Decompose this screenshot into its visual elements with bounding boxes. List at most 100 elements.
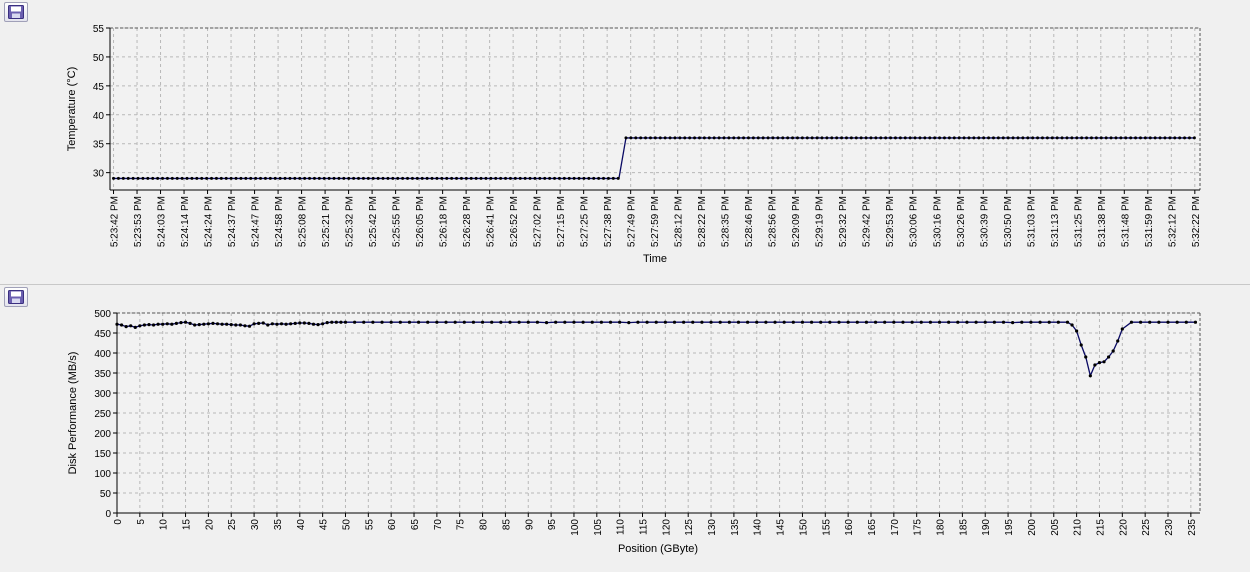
x-tick-label: 95	[547, 519, 558, 531]
disk-performance-data-point	[544, 321, 549, 325]
temperature-data-point	[259, 176, 263, 180]
disk-performance-data-point	[129, 324, 133, 328]
x-tick-label: 135	[730, 519, 741, 536]
disk-performance-data-point	[151, 323, 156, 327]
temperature-data-point	[952, 136, 956, 140]
disk-performance-data-point	[727, 320, 731, 324]
x-tick-label: 5:27:49 PM	[627, 196, 638, 247]
disk-performance-data-point	[1184, 320, 1188, 324]
temperature-data-point	[239, 176, 243, 180]
disk-performance-data-point	[855, 320, 859, 324]
floppy-disk-icon	[8, 5, 24, 19]
disk-performance-data-point	[837, 320, 841, 324]
disk-performance-data-point	[147, 323, 151, 327]
temperature-data-point	[1183, 136, 1187, 140]
temperature-data-point	[908, 136, 912, 140]
disk-performance-data-point	[161, 322, 165, 326]
x-tick-label: 140	[753, 519, 764, 536]
temperature-data-point	[859, 136, 863, 140]
x-tick-label: 5:31:48 PM	[1120, 196, 1131, 247]
temperature-data-point	[577, 176, 581, 180]
temperature-data-point	[602, 176, 606, 180]
save-chart-button[interactable]	[4, 287, 28, 307]
disk-performance-data-point	[302, 321, 306, 325]
temperature-data-point	[322, 176, 326, 180]
temperature-data-point	[1060, 136, 1064, 140]
temperature-data-point	[474, 176, 478, 180]
temperature-line-chart: 30 35 40 45 50 55 5:23:42 PM 5:23:53 PM 5:24:03 …	[66, 24, 1202, 265]
temperature-data-point	[146, 176, 150, 180]
temperature-data-point	[293, 176, 297, 180]
x-tick-label: 5:30:26 PM	[956, 196, 967, 247]
temperature-data-point	[572, 176, 576, 180]
disk-performance-data-point	[910, 320, 914, 324]
disk-performance-data-point	[371, 320, 375, 324]
temperature-data-point	[678, 136, 682, 140]
x-tick-label: 5:30:39 PM	[979, 196, 990, 247]
x-tick-label: 45	[319, 519, 330, 531]
disk-performance-data-point	[1029, 320, 1033, 324]
disk-performance-data-point	[453, 320, 457, 324]
x-tick-label: 65	[410, 519, 421, 531]
x-tick-label: 5:24:14 PM	[180, 196, 191, 247]
disk-performance-data-point	[691, 320, 695, 324]
temperature-data-point	[996, 136, 1000, 140]
temperature-data-point	[683, 136, 687, 140]
temperature-data-point	[702, 136, 706, 140]
temperature-data-point	[136, 176, 140, 180]
temperature-data-point	[312, 176, 316, 180]
y-tick-label: 45	[93, 82, 105, 93]
disk-performance-data-point	[700, 320, 704, 324]
x-tick-label: 5:24:58 PM	[274, 196, 285, 247]
x-tick-label: 35	[273, 519, 284, 531]
temperature-data-point	[180, 176, 184, 180]
temperature-data-point	[273, 176, 277, 180]
disk-performance-data-point	[718, 320, 722, 324]
x-tick-label: 5:30:50 PM	[1003, 196, 1014, 247]
temperature-data-point	[567, 176, 571, 180]
temperature-data-point	[884, 136, 888, 140]
y-tick-label: 150	[94, 449, 111, 460]
y-tick-label: 30	[93, 169, 105, 180]
temperature-data-point	[165, 176, 169, 180]
temperature-data-point	[214, 176, 218, 180]
temperature-data-point	[112, 176, 116, 180]
x-tick-label: 175	[913, 519, 924, 536]
temperature-data-point	[303, 176, 307, 180]
temperature-data-point	[967, 136, 971, 140]
y-tick-label: 50	[93, 53, 105, 64]
temperature-data-point	[337, 176, 341, 180]
disk-performance-data-point	[490, 320, 494, 324]
temperature-data-point	[1158, 136, 1162, 140]
temperature-data-point	[688, 136, 692, 140]
temperature-data-point	[263, 176, 267, 180]
disk-performance-data-point	[1129, 320, 1134, 324]
temperature-data-point	[141, 176, 145, 180]
disk-performance-data-point	[928, 320, 932, 324]
disk-performance-data-point	[197, 323, 201, 327]
disk-performance-data-point	[444, 320, 448, 324]
disk-performance-data-point	[1166, 320, 1170, 324]
disk-performance-data-point	[174, 321, 179, 325]
x-tick-label: 5:29:53 PM	[885, 196, 896, 247]
temperature-data-point	[1153, 136, 1157, 140]
disk-performance-data-point	[755, 320, 759, 324]
temperature-data-point	[800, 136, 804, 140]
temperature-data-point	[479, 176, 483, 180]
disk-performance-data-point	[1097, 361, 1102, 365]
disk-performance-data-point	[581, 320, 585, 324]
save-chart-button[interactable]	[4, 2, 28, 22]
temperature-data-point	[1080, 136, 1084, 140]
temperature-data-point	[1109, 136, 1113, 140]
disk-performance-data-point	[353, 320, 357, 324]
disk-performance-data-point	[983, 320, 987, 324]
temperature-data-point	[268, 176, 272, 180]
temperature-data-point	[1045, 136, 1049, 140]
temperature-data-point	[611, 176, 615, 180]
disk-performance-data-point	[407, 320, 412, 324]
temperature-data-point	[668, 136, 672, 140]
temperature-data-point	[504, 176, 508, 180]
x-tick-label: 150	[798, 519, 809, 536]
temperature-data-point	[508, 176, 512, 180]
temperature-data-point	[1011, 136, 1015, 140]
